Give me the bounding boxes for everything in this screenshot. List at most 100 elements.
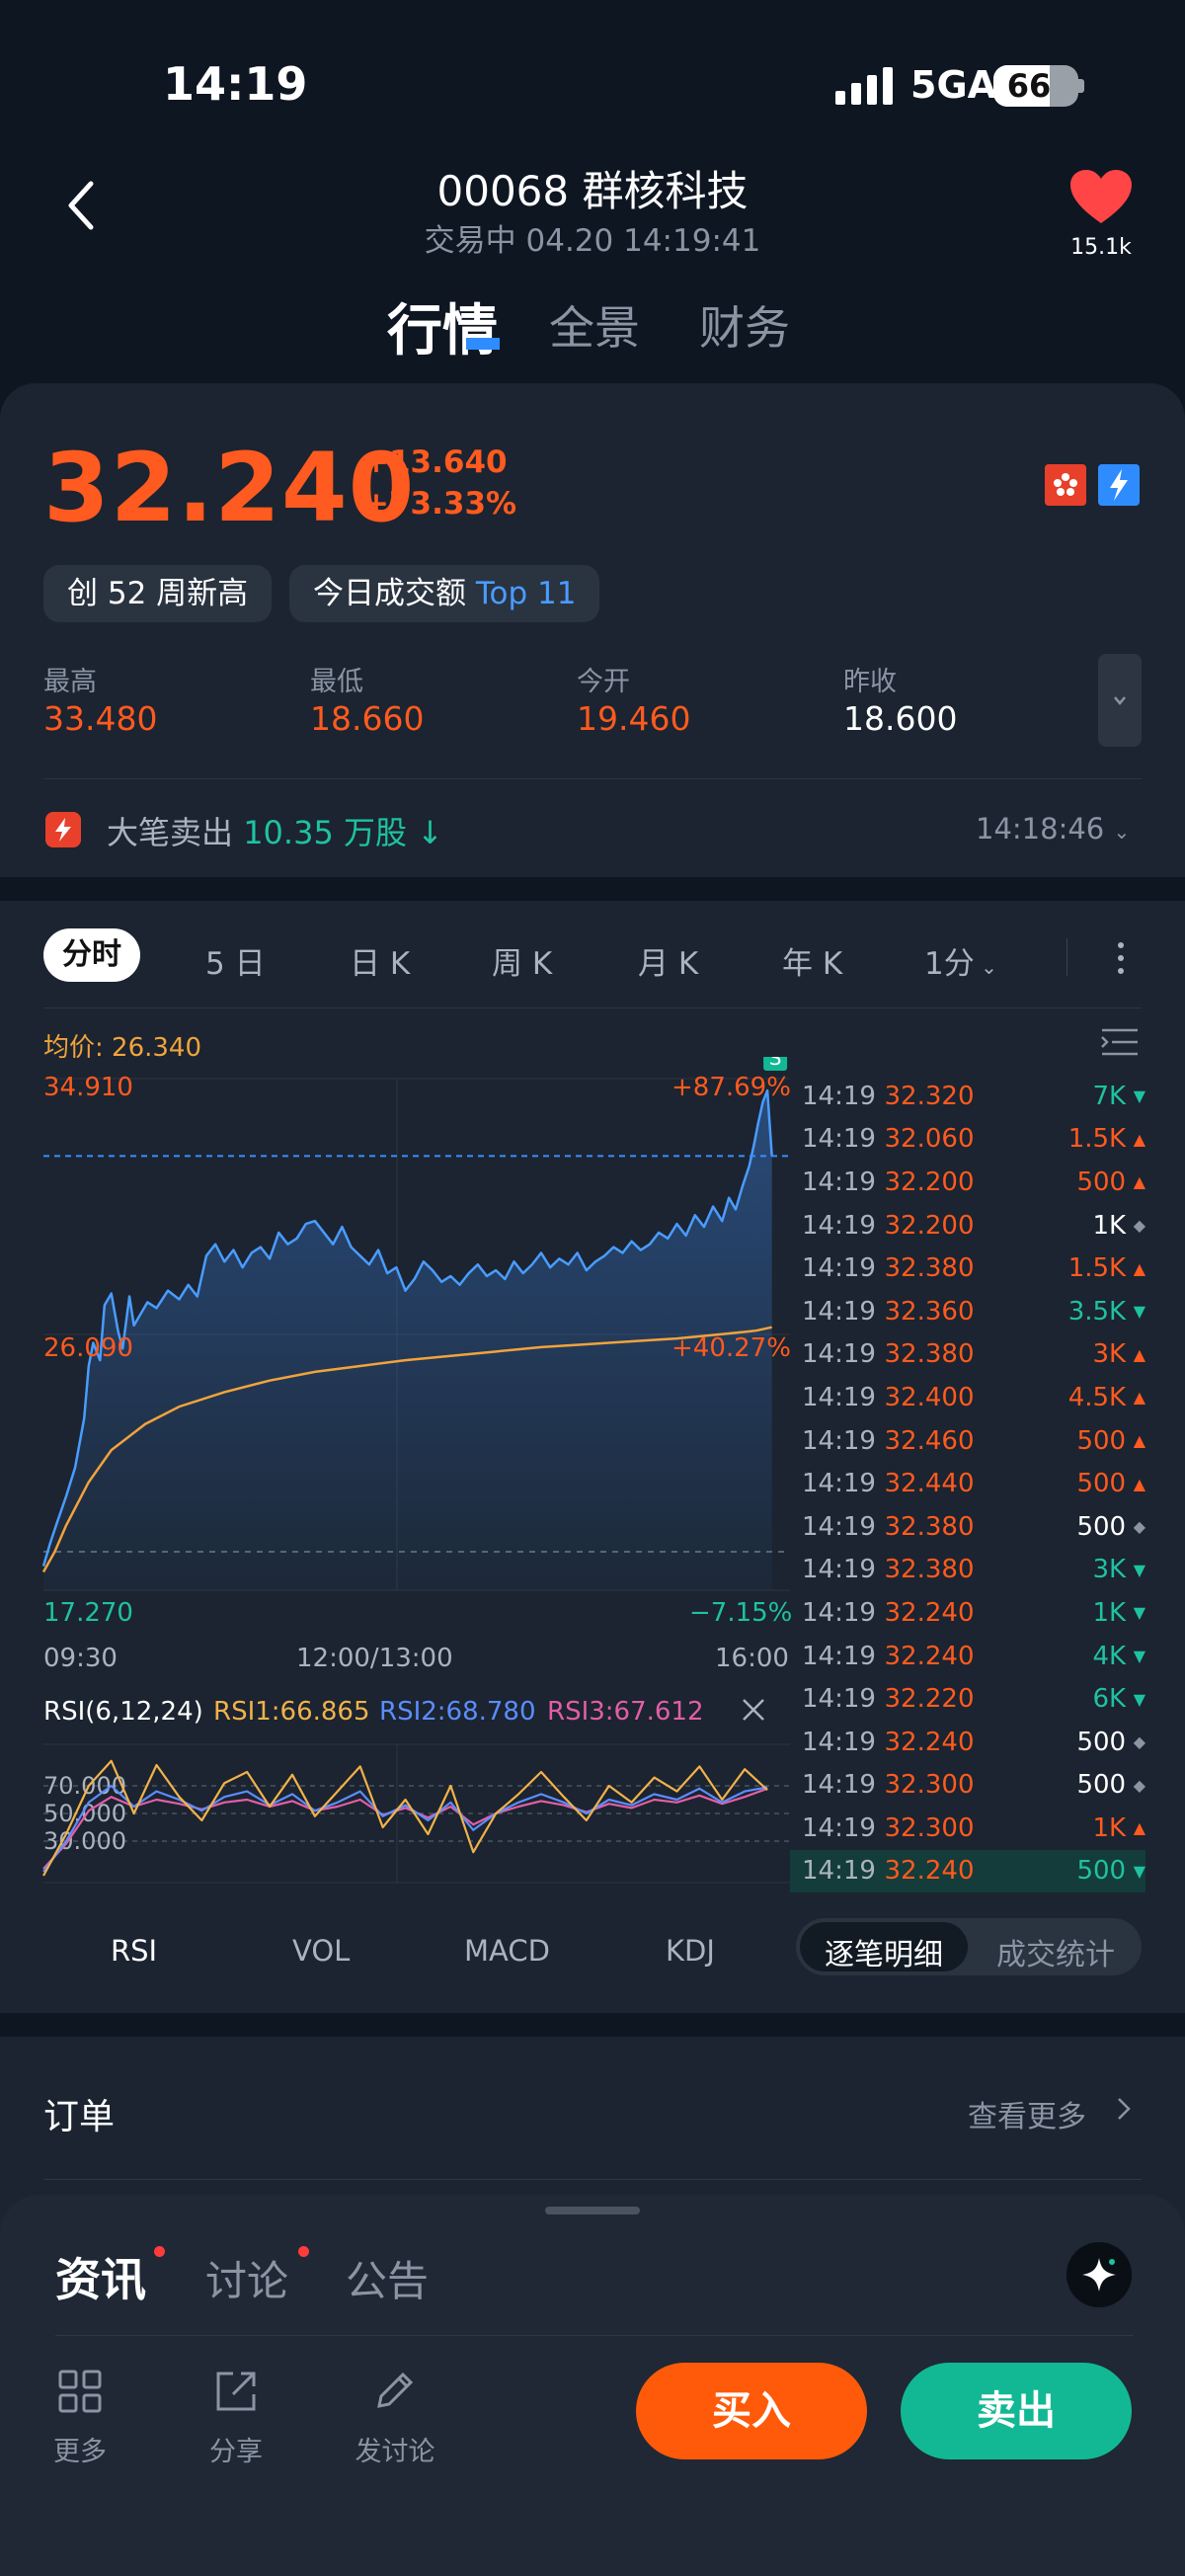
tab-discussion[interactable]: 讨论 xyxy=(205,2257,289,2305)
last-price: 32.240 xyxy=(43,433,416,543)
tick-volume: 3.5K xyxy=(1067,1296,1127,1327)
y-axis-low: 17.270 xyxy=(43,1598,133,1628)
orders-view-more[interactable]: 查看更多 xyxy=(968,2100,1086,2134)
expand-stats-button[interactable] xyxy=(1098,654,1142,747)
chart-tab-1min[interactable]: 1分 ⌄ xyxy=(924,938,997,983)
list-icon[interactable] xyxy=(1100,1027,1140,1057)
more-icon[interactable] xyxy=(1114,940,1128,976)
tab-finance[interactable]: 财务 xyxy=(699,301,790,355)
tab-overview[interactable]: 全景 xyxy=(549,301,640,355)
sparkle-icon[interactable] xyxy=(1066,2242,1132,2307)
chart-tab-5day[interactable]: 5 日 xyxy=(205,946,266,982)
tick-time: 14:19 xyxy=(802,1641,876,1671)
tick-time: 14:19 xyxy=(802,1856,876,1887)
big-trade-amount: 10.35 万股 ↓ xyxy=(243,814,443,851)
chart-tab-daily[interactable]: 日 K xyxy=(350,946,411,982)
stock-title: 00068 群核科技 xyxy=(436,167,749,215)
tick-price: 32.440 xyxy=(884,1469,975,1499)
tick-price: 32.200 xyxy=(884,1210,975,1241)
pencil-icon[interactable] xyxy=(371,2369,417,2414)
tick-volume: 1.5K xyxy=(1067,1253,1127,1284)
battery-level: 66 xyxy=(1006,67,1052,105)
tick-row: 14:19 32.200 1K ◆ xyxy=(790,1204,1146,1248)
tick-price: 32.240 xyxy=(884,1727,975,1757)
battery-icon: 66 xyxy=(993,65,1078,107)
big-trade-info[interactable]: 大笔卖出 10.35 万股 ↓ xyxy=(107,808,443,853)
tick-time: 14:19 xyxy=(802,1597,876,1628)
buy-button[interactable]: 买入 xyxy=(636,2363,867,2459)
rsi2-line xyxy=(42,1784,768,1873)
indicator-tab-macd[interactable]: MACD xyxy=(464,1934,550,1968)
stat-prev-close-value: 18.600 xyxy=(843,699,958,738)
tick-row: 14:19 32.320 7K ▼ xyxy=(790,1075,1146,1118)
big-trade-time[interactable]: 14:18:46 ⌄ xyxy=(976,812,1130,845)
tab-announcement[interactable]: 公告 xyxy=(346,2257,430,2305)
indicator-tab-rsi[interactable]: RSI xyxy=(111,1934,158,1968)
turnover-rank-badge[interactable]: 今日成交额 Top 11 xyxy=(289,565,600,622)
tick-time: 14:19 xyxy=(802,1727,876,1757)
grid-icon[interactable] xyxy=(57,2369,103,2414)
tick-price: 32.380 xyxy=(884,1511,975,1542)
pct-axis-low: −7.15% xyxy=(689,1598,793,1628)
sheet-handle[interactable] xyxy=(545,2207,640,2214)
chart-tab-weekly[interactable]: 周 K xyxy=(492,946,553,982)
tick-time: 14:19 xyxy=(802,1081,876,1111)
tick-direction: ◆ xyxy=(1133,1732,1146,1752)
indicator-tab-vol[interactable]: VOL xyxy=(292,1934,351,1968)
indicator-tab-kdj[interactable]: KDJ xyxy=(666,1934,715,1968)
battery-tip xyxy=(1078,79,1084,93)
tick-time: 14:19 xyxy=(802,1425,876,1456)
news-unread-dot xyxy=(154,2246,165,2257)
tab-active-indicator xyxy=(466,338,500,350)
stat-low-value: 18.660 xyxy=(310,699,425,738)
rsi-level-label: 50.000 xyxy=(43,1800,126,1827)
chart-tab-intraday[interactable]: 分时 xyxy=(43,928,140,982)
tick-direction: ▼ xyxy=(1133,1603,1146,1623)
chevron-right-icon[interactable] xyxy=(1114,2094,1134,2124)
tick-row: 14:19 32.060 1.5K ▲ xyxy=(790,1118,1146,1162)
rsi-title: RSI(6,12,24) xyxy=(43,1697,203,1727)
rsi1-line xyxy=(42,1759,768,1877)
tick-price: 32.380 xyxy=(884,1339,975,1370)
tick-price: 32.220 xyxy=(884,1684,975,1715)
tick-price: 32.240 xyxy=(884,1856,975,1887)
signal-marker xyxy=(763,1057,788,1072)
chevron-down-icon: ⌄ xyxy=(1113,820,1131,844)
tab-quote[interactable]: 行情 xyxy=(387,299,498,363)
close-icon[interactable] xyxy=(739,1695,768,1725)
pct-axis-mid: +40.27% xyxy=(672,1333,791,1363)
divider xyxy=(43,2179,1142,2180)
back-icon[interactable] xyxy=(61,176,111,235)
share-icon[interactable] xyxy=(213,2369,259,2414)
quote-card xyxy=(0,383,1185,877)
chart-tab-yearly[interactable]: 年 K xyxy=(782,946,843,982)
tick-direction: ▲ xyxy=(1133,1388,1146,1408)
intraday-chart[interactable]: S xyxy=(0,1057,790,1630)
segment-trade-stats[interactable]: 成交统计 xyxy=(996,1938,1115,1972)
divider xyxy=(43,1007,1142,1008)
chart-tab-monthly[interactable]: 月 K xyxy=(638,946,699,982)
heart-icon[interactable] xyxy=(1068,168,1134,227)
trade-status: 交易中 04.20 14:19:41 xyxy=(424,223,761,259)
tick-volume: 6K xyxy=(1092,1684,1127,1715)
sell-button[interactable]: 卖出 xyxy=(901,2363,1132,2459)
tick-time: 14:19 xyxy=(802,1555,876,1585)
tick-time: 14:19 xyxy=(802,1770,876,1801)
tick-time: 14:19 xyxy=(802,1511,876,1542)
tick-time: 14:19 xyxy=(802,1210,876,1241)
tick-list[interactable]: 14:19 32.320 7K ▼ 14:19 32.060 1.5K ▲ 14:19 32.20… xyxy=(790,1075,1146,1893)
rsi3-line xyxy=(42,1787,768,1870)
tick-row: 14:19 32.240 500 ▼ xyxy=(790,1849,1146,1893)
big-trade-time-value: 14:18:46 xyxy=(976,812,1105,845)
alert-icon xyxy=(45,812,81,847)
action-share-label: 分享 xyxy=(209,2437,263,2467)
network-type: 5GA xyxy=(910,63,997,107)
tick-time: 14:19 xyxy=(802,1167,876,1197)
tab-news[interactable]: 资讯 xyxy=(55,2253,146,2306)
price-change-pct: +73.33% xyxy=(363,486,517,522)
tick-volume: 500 xyxy=(1076,1511,1127,1542)
divider xyxy=(1066,938,1067,976)
segment-tick-detail[interactable]: 逐笔明细 xyxy=(825,1938,943,1972)
tick-row: 14:19 32.400 4.5K ▲ xyxy=(790,1376,1146,1419)
